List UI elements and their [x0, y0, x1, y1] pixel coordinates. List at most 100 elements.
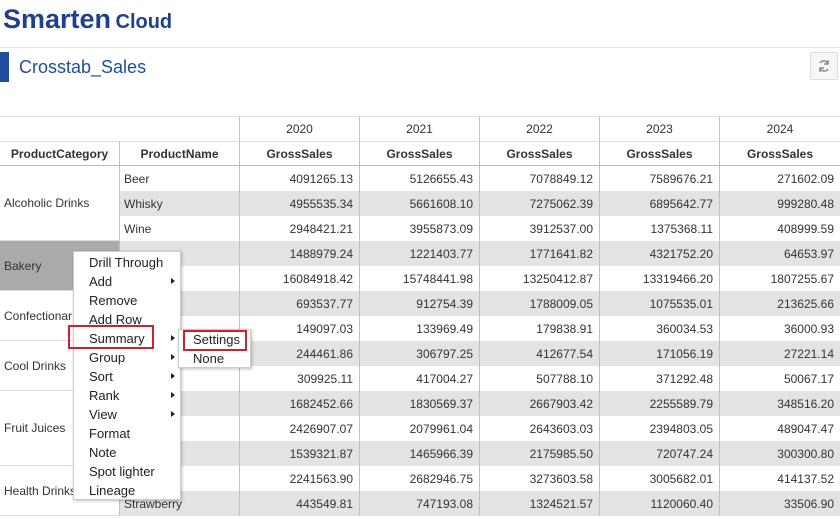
value-cell[interactable]: 27221.14	[719, 341, 840, 366]
value-cell[interactable]: 348516.20	[719, 391, 840, 416]
value-cell[interactable]: 1075535.01	[599, 291, 719, 316]
value-cell[interactable]: 15748441.98	[359, 266, 479, 291]
menu-item[interactable]: Remove	[74, 291, 180, 310]
refresh-button[interactable]	[810, 52, 838, 80]
product-cell[interactable]: Wine	[119, 216, 239, 241]
product-cell[interactable]: Beer	[119, 166, 239, 191]
value-cell[interactable]: 2426907.07	[239, 416, 359, 441]
value-cell[interactable]: 1120060.40	[599, 491, 719, 516]
value-cell[interactable]: 50067.17	[719, 366, 840, 391]
value-cell[interactable]: 2255589.79	[599, 391, 719, 416]
value-cell[interactable]: 2643603.03	[479, 416, 599, 441]
value-cell[interactable]: 6895642.77	[599, 191, 719, 216]
value-cell[interactable]: 2948421.21	[239, 216, 359, 241]
value-cell[interactable]: 2079961.04	[359, 416, 479, 441]
value-cell[interactable]: 1221403.77	[359, 241, 479, 266]
value-cell[interactable]: 4955535.34	[239, 191, 359, 216]
value-cell[interactable]: 33506.90	[719, 491, 840, 516]
menu-item[interactable]: Sort	[74, 367, 180, 386]
value-cell[interactable]: 3005682.01	[599, 466, 719, 491]
value-cell[interactable]: 179838.91	[479, 316, 599, 341]
value-cell[interactable]: 720747.24	[599, 441, 719, 466]
menu-item[interactable]: Group	[74, 348, 180, 367]
menu-item[interactable]: Summary	[74, 329, 180, 348]
value-cell[interactable]: 13319466.20	[599, 266, 719, 291]
product-cell[interactable]: Whisky	[119, 191, 239, 216]
value-cell[interactable]: 309925.11	[239, 366, 359, 391]
year-header: 2024	[719, 116, 840, 141]
menu-item[interactable]: Add Row	[74, 310, 180, 329]
menu-item[interactable]: Rank	[74, 386, 180, 405]
menu-item[interactable]: Format	[74, 424, 180, 443]
value-cell[interactable]: 507788.10	[479, 366, 599, 391]
value-cell[interactable]: 16084918.42	[239, 266, 359, 291]
refresh-icon	[819, 60, 829, 72]
value-cell[interactable]: 412677.54	[479, 341, 599, 366]
value-cell[interactable]: 408999.59	[719, 216, 840, 241]
value-cell[interactable]: 1488979.24	[239, 241, 359, 266]
value-cell[interactable]: 3273603.58	[479, 466, 599, 491]
value-cell[interactable]: 306797.25	[359, 341, 479, 366]
year-header: 2023	[599, 116, 719, 141]
value-cell[interactable]: 417004.27	[359, 366, 479, 391]
value-cell[interactable]: 7589676.21	[599, 166, 719, 191]
value-cell[interactable]: 5661608.10	[359, 191, 479, 216]
submenu-item[interactable]: None	[193, 351, 225, 366]
value-cell[interactable]: 693537.77	[239, 291, 359, 316]
value-cell[interactable]: 3912537.00	[479, 216, 599, 241]
value-cell[interactable]: 414137.52	[719, 466, 840, 491]
value-cell[interactable]: 149097.03	[239, 316, 359, 341]
value-cell[interactable]: 2394803.05	[599, 416, 719, 441]
value-cell[interactable]: 171056.19	[599, 341, 719, 366]
category-cell[interactable]: Alcoholic Drinks	[0, 166, 119, 241]
submenu-arrow	[171, 335, 175, 341]
value-cell[interactable]: 271602.09	[719, 166, 840, 191]
menu-item[interactable]: Note	[74, 443, 180, 462]
value-cell[interactable]: 1465966.39	[359, 441, 479, 466]
value-cell[interactable]: 1682452.66	[239, 391, 359, 416]
value-cell[interactable]: 2241563.90	[239, 466, 359, 491]
value-cell[interactable]: 1539321.87	[239, 441, 359, 466]
value-cell[interactable]: 360034.53	[599, 316, 719, 341]
value-cell[interactable]: 13250412.87	[479, 266, 599, 291]
value-cell[interactable]: 912754.39	[359, 291, 479, 316]
value-cell[interactable]: 371292.48	[599, 366, 719, 391]
value-cell[interactable]: 1375368.11	[599, 216, 719, 241]
value-cell[interactable]: 213625.66	[719, 291, 840, 316]
value-cell[interactable]: 300300.80	[719, 441, 840, 466]
measure-header: GrossSales	[599, 141, 719, 166]
value-cell[interactable]: 4321752.20	[599, 241, 719, 266]
value-cell[interactable]: 3955873.09	[359, 216, 479, 241]
value-cell[interactable]: 1324521.57	[479, 491, 599, 516]
submenu-arrow	[171, 392, 175, 398]
title-accent	[0, 52, 9, 82]
value-cell[interactable]: 5126655.43	[359, 166, 479, 191]
value-cell[interactable]: 4091265.13	[239, 166, 359, 191]
value-cell[interactable]: 64653.97	[719, 241, 840, 266]
submenu-item[interactable]: Settings	[193, 332, 240, 347]
value-cell[interactable]: 244461.86	[239, 341, 359, 366]
value-cell[interactable]: 443549.81	[239, 491, 359, 516]
value-cell[interactable]: 2175985.50	[479, 441, 599, 466]
value-cell[interactable]: 2682946.75	[359, 466, 479, 491]
menu-item[interactable]: Drill Through	[74, 253, 180, 272]
value-cell[interactable]: 1771641.82	[479, 241, 599, 266]
value-cell[interactable]: 133969.49	[359, 316, 479, 341]
value-cell[interactable]: 1830569.37	[359, 391, 479, 416]
context-menu: Drill Through Add Remove Add Row Summary Grou…	[73, 251, 181, 500]
value-cell[interactable]: 7078849.12	[479, 166, 599, 191]
value-cell[interactable]: 36000.93	[719, 316, 840, 341]
value-cell[interactable]: 7275062.39	[479, 191, 599, 216]
menu-item[interactable]: Add	[74, 272, 180, 291]
value-cell[interactable]: 2667903.42	[479, 391, 599, 416]
menu-item[interactable]: Lineage	[74, 481, 180, 500]
menu-item[interactable]: Spot lighter	[74, 462, 180, 481]
value-cell[interactable]: 1788009.05	[479, 291, 599, 316]
submenu-arrow	[171, 278, 175, 284]
value-cell[interactable]: 1807255.67	[719, 266, 840, 291]
value-cell[interactable]: 999280.48	[719, 191, 840, 216]
value-cell[interactable]: 747193.08	[359, 491, 479, 516]
menu-item[interactable]: View	[74, 405, 180, 424]
highlight-box	[68, 325, 154, 349]
value-cell[interactable]: 489047.47	[719, 416, 840, 441]
